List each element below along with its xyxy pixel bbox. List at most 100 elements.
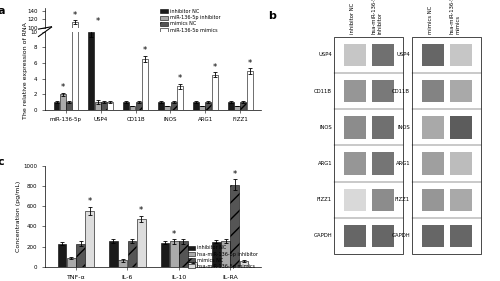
Bar [128,241,136,267]
Bar [450,44,471,66]
Text: *: * [96,17,100,26]
Bar [136,102,141,110]
Bar [179,241,188,267]
Bar [450,80,471,102]
Bar [246,71,252,110]
Y-axis label: The relative expression of RNA: The relative expression of RNA [22,22,28,119]
Bar [177,87,183,110]
Bar [450,225,471,247]
Bar [234,106,240,110]
Text: c: c [0,157,4,167]
Bar [170,102,176,110]
Bar [60,70,66,71]
Bar [240,261,248,267]
Bar [72,0,78,110]
Bar [76,244,85,267]
Bar [160,243,170,267]
Bar [123,102,129,110]
Text: hsa-miR-136-5p
inhibitor: hsa-miR-136-5p inhibitor [372,0,382,34]
Bar [199,106,205,110]
Text: ARG1: ARG1 [318,161,332,166]
Bar [164,106,170,110]
Text: hsa-miR-136-5p
mimics: hsa-miR-136-5p mimics [450,0,460,34]
Text: GAPDH: GAPDH [314,234,332,238]
Bar [170,241,178,267]
Bar [344,44,366,66]
Bar [450,189,471,211]
Bar [72,22,78,71]
Bar [212,242,220,267]
Text: *: * [60,83,65,92]
Bar [66,102,72,110]
Bar [372,152,394,175]
Bar [422,44,444,66]
Bar [212,75,218,110]
Bar [422,152,444,175]
Text: *: * [172,230,176,239]
Text: b: b [268,11,276,21]
Bar [450,152,471,175]
Text: inhibitor NC: inhibitor NC [350,3,355,34]
Bar [344,152,366,175]
Text: INOS: INOS [320,125,332,130]
Bar [88,67,94,71]
Bar [246,69,252,71]
Text: *: * [232,170,237,179]
Bar [334,37,403,254]
Text: *: * [248,59,252,68]
Text: CD11B: CD11B [392,89,410,94]
Bar [422,225,444,247]
Bar [109,241,118,267]
Text: mimics NC: mimics NC [428,6,433,34]
Bar [450,116,471,139]
Text: *: * [88,197,92,206]
Bar [412,37,481,254]
Legend: inhibitor NC, hsa-miR-136-5p inhibitor, mimics NC, hsa-miR-136-5p mimics: inhibitor NC, hsa-miR-136-5p inhibitor, … [188,245,258,269]
Bar [240,102,246,110]
Text: CD11B: CD11B [314,89,332,94]
Bar [188,262,197,267]
Bar [372,116,394,139]
Bar [372,44,394,66]
Text: USP4: USP4 [396,53,410,57]
Bar [177,70,183,71]
Bar [118,260,127,267]
Text: *: * [178,74,182,83]
Text: FIZZ1: FIZZ1 [317,197,332,202]
Bar [206,102,212,110]
Bar [344,225,366,247]
Bar [158,102,164,110]
Bar [344,189,366,211]
Bar [372,189,394,211]
Legend: inhibitor NC, miR-136-5p inhibitor, mimics NC, miR-136-5p mimics: inhibitor NC, miR-136-5p inhibitor, mimi… [160,8,220,33]
Bar [372,225,394,247]
Bar [142,69,148,71]
Bar [130,106,136,110]
Bar [60,94,66,110]
Bar [422,116,444,139]
Text: *: * [73,11,78,20]
Bar [58,244,66,267]
Bar [422,80,444,102]
Bar [107,102,113,110]
Bar [230,185,239,267]
Bar [372,80,394,102]
Bar [88,32,94,110]
Bar [94,102,100,110]
Bar [344,80,366,102]
Bar [193,102,199,110]
Text: ARG1: ARG1 [396,161,410,166]
Text: *: * [212,63,217,72]
Bar [422,189,444,211]
Bar [228,102,234,110]
Bar [137,219,145,267]
Text: INOS: INOS [398,125,410,130]
Text: USP4: USP4 [318,53,332,57]
Bar [142,59,148,110]
Bar [212,69,218,71]
Bar [344,116,366,139]
Text: *: * [139,206,143,215]
Y-axis label: Concentration (pg/mL): Concentration (pg/mL) [16,181,20,252]
Text: GAPDH: GAPDH [392,234,410,238]
Bar [86,211,94,267]
